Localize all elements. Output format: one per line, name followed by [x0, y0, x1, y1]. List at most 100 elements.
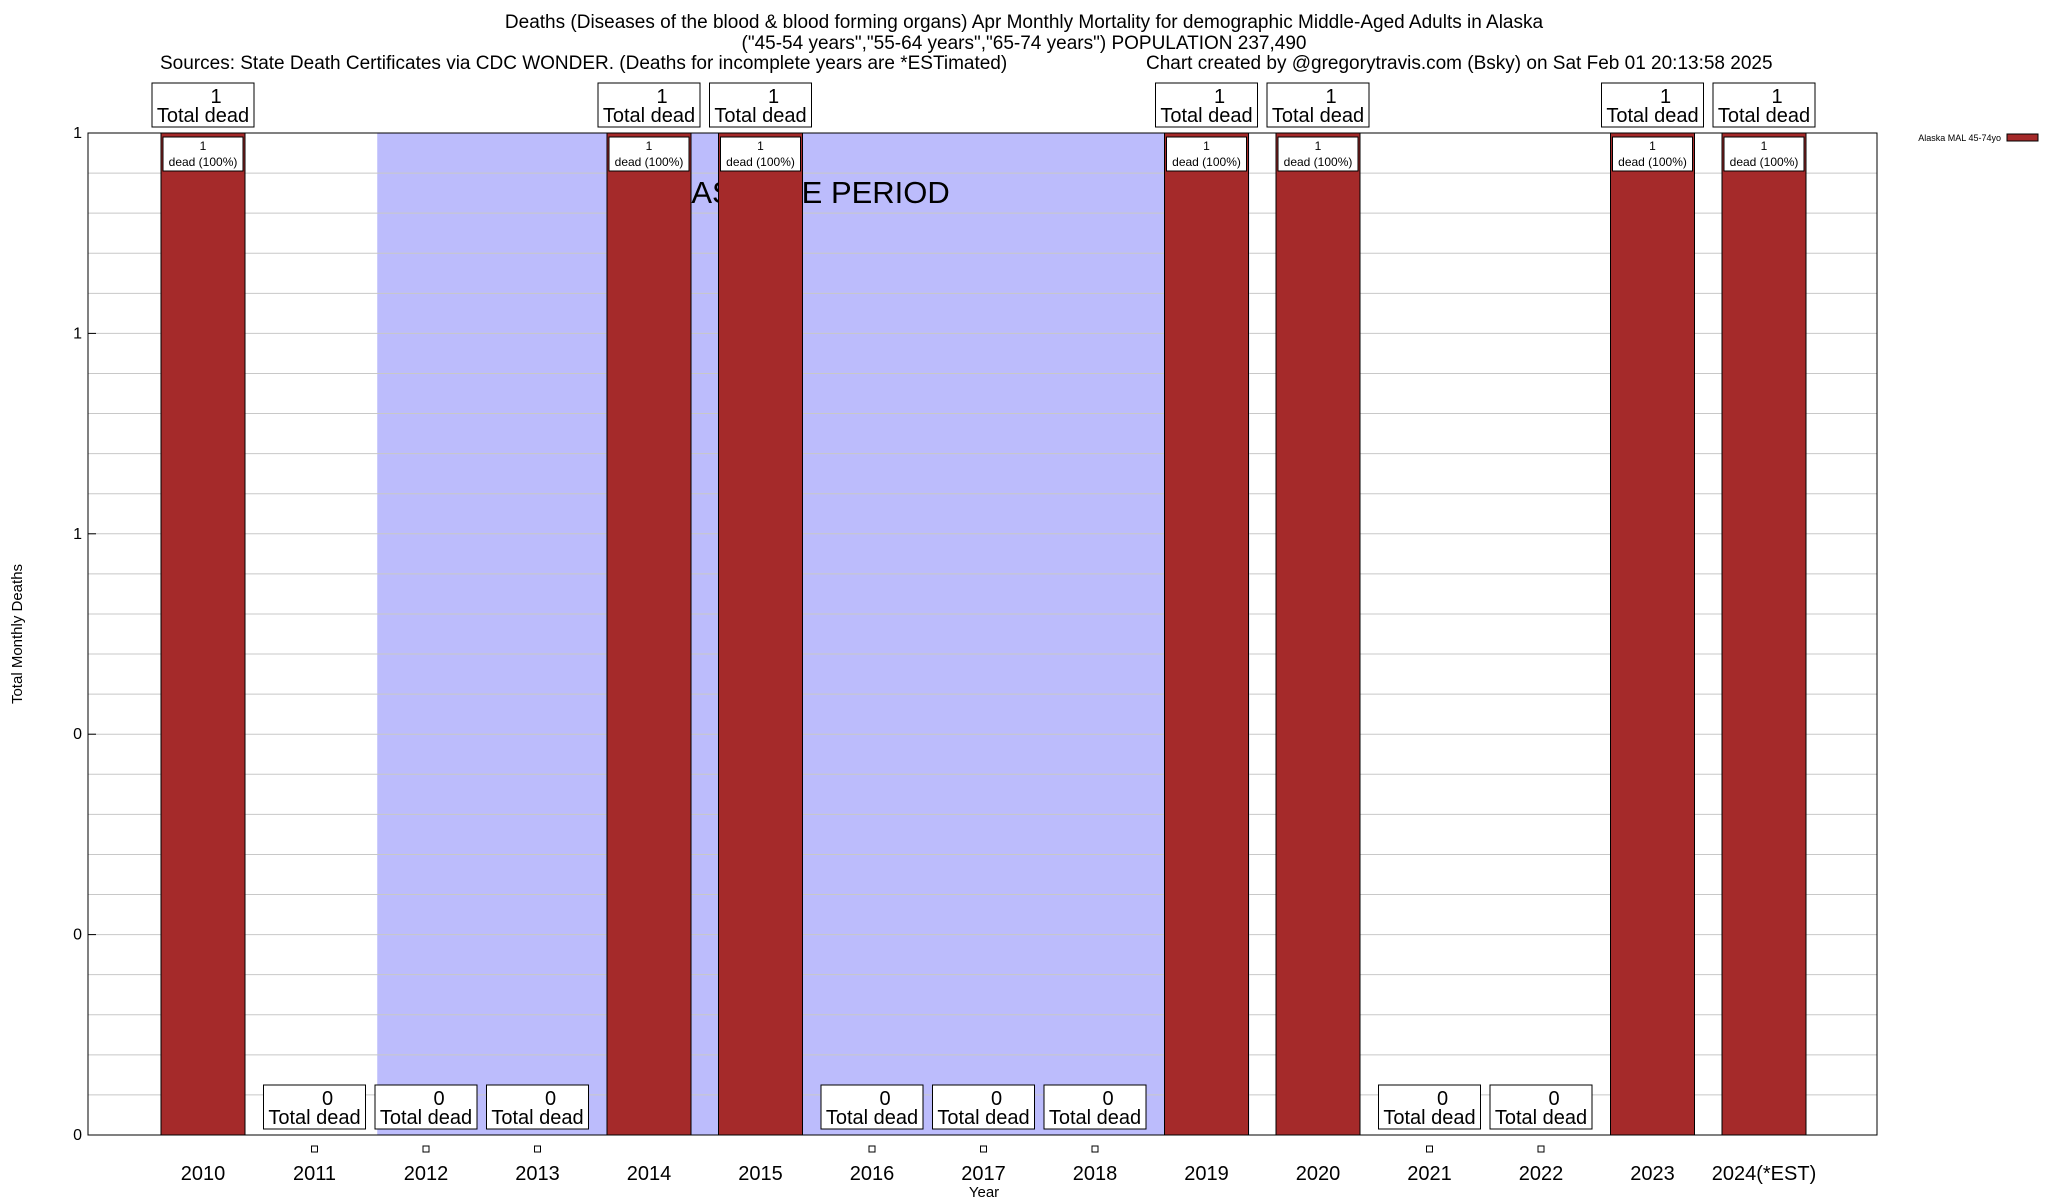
- baseline-period-band: [377, 133, 1250, 1135]
- bar-value-box: [1277, 136, 1359, 172]
- total-value-label: 0: [1548, 1088, 1559, 1110]
- total-value-label: 0: [991, 1088, 1002, 1110]
- y-tick-label: 0: [73, 726, 82, 743]
- bar-pct-label: dead (100%): [615, 155, 684, 169]
- x-tick-label: 2012: [404, 1163, 449, 1185]
- bar-value-label: 1: [1649, 139, 1656, 153]
- bar: [606, 132, 692, 1136]
- bar: [1721, 132, 1807, 1136]
- bar-pct-label: dead (100%): [726, 155, 795, 169]
- y-tick-label: 1: [73, 125, 82, 142]
- total-dead-label: Total dead: [1383, 1107, 1475, 1129]
- bar-pct-label: dead (100%): [1618, 155, 1687, 169]
- bar-pct-label: dead (100%): [1284, 155, 1353, 169]
- plot-frame: [87, 132, 1878, 1136]
- x-tick-label: 2014: [627, 1163, 672, 1185]
- total-label-box: [820, 1084, 924, 1130]
- total-dead-label: Total dead: [714, 105, 806, 127]
- total-label-box: [151, 82, 255, 128]
- bar: [1164, 132, 1249, 1136]
- total-label-box: [709, 82, 812, 128]
- total-dead-label: Total dead: [937, 1107, 1029, 1129]
- chart-credit: Chart created by @gregorytravis.com (Bsk…: [1146, 53, 1773, 74]
- bar-pct-label: dead (100%): [1172, 155, 1241, 169]
- total-value-label: 1: [1325, 86, 1336, 108]
- total-value-label: 1: [768, 86, 779, 108]
- y-tick-label: 0: [73, 1127, 82, 1144]
- bar: [718, 132, 803, 1136]
- total-value-label: 0: [433, 1088, 444, 1110]
- zero-point-marker: [868, 1145, 876, 1153]
- chart-title-line2: ("45-54 years","55-64 years","65-74 year…: [741, 33, 1307, 54]
- chart-sources: Sources: State Death Certificates via CD…: [160, 53, 1008, 74]
- bar: [160, 132, 246, 1136]
- bar-value-box: [720, 136, 801, 172]
- total-value-label: 1: [1214, 86, 1225, 108]
- x-tick-label: 2017: [961, 1163, 1006, 1185]
- total-value-label: 1: [1660, 86, 1671, 108]
- total-dead-label: Total dead: [1272, 105, 1364, 127]
- bar-value-box: [1723, 136, 1805, 172]
- zero-point-marker: [1426, 1145, 1433, 1153]
- total-dead-label: Total dead: [826, 1107, 918, 1129]
- total-value-label: 1: [210, 86, 221, 108]
- x-tick-label: 2024(*EST): [1712, 1163, 1817, 1185]
- y-tick-label: 1: [73, 325, 82, 342]
- x-tick-label: 2013: [515, 1163, 560, 1185]
- total-dead-label: Total dead: [1049, 1107, 1141, 1129]
- total-dead-label: Total dead: [1718, 105, 1810, 127]
- x-tick-label: 2022: [1519, 1163, 1564, 1185]
- total-label-box: [1155, 82, 1258, 128]
- bar-value-box: [162, 136, 244, 172]
- total-label-box: [1712, 82, 1816, 128]
- legend-label: Alaska MAL 45-74yo: [1918, 133, 2001, 143]
- total-value-label: 0: [545, 1088, 556, 1110]
- total-dead-label: Total dead: [380, 1107, 472, 1129]
- total-value-label: 0: [879, 1088, 890, 1110]
- bar-pct-label: dead (100%): [169, 155, 238, 169]
- total-label-box: [932, 1084, 1035, 1130]
- total-dead-label: Total dead: [1495, 1107, 1587, 1129]
- bar-value-label: 1: [1761, 139, 1768, 153]
- total-label-box: [1043, 1084, 1147, 1130]
- bar: [1610, 132, 1695, 1136]
- total-dead-label: Total dead: [603, 105, 695, 127]
- bar-value-label: 1: [757, 139, 764, 153]
- bar: [1275, 132, 1361, 1136]
- zero-point-marker: [1091, 1145, 1099, 1153]
- x-tick-label: 2023: [1630, 1163, 1675, 1185]
- total-label-box: [1601, 82, 1704, 128]
- total-dead-label: Total dead: [157, 105, 249, 127]
- total-label-box: [1266, 82, 1370, 128]
- x-tick-label: 2011: [293, 1163, 336, 1185]
- bar-value-label: 1: [646, 139, 653, 153]
- x-tick-label: 2018: [1073, 1163, 1118, 1185]
- zero-point-marker: [534, 1145, 541, 1153]
- y-tick-label: 1: [73, 526, 82, 543]
- total-dead-label: Total dead: [1160, 105, 1252, 127]
- baseline-period-label: BASELINE PERIOD: [671, 175, 950, 210]
- total-value-label: 1: [656, 86, 667, 108]
- legend-swatch: [2006, 133, 2039, 142]
- x-tick-label: 2016: [850, 1163, 895, 1185]
- total-value-label: 0: [1102, 1088, 1113, 1110]
- x-tick-label: 2021: [1407, 1163, 1452, 1185]
- total-dead-label: Total dead: [1606, 105, 1698, 127]
- bar-value-label: 1: [200, 139, 207, 153]
- x-tick-label: 2015: [738, 1163, 783, 1185]
- x-tick-label: 2020: [1296, 1163, 1341, 1185]
- total-label-box: [597, 82, 701, 128]
- zero-point-marker: [1537, 1145, 1545, 1153]
- total-dead-label: Total dead: [268, 1107, 360, 1129]
- x-axis-title: Year: [969, 1184, 999, 1200]
- total-label-box: [263, 1084, 366, 1130]
- x-tick-label: 2010: [181, 1163, 226, 1185]
- total-label-box: [1489, 1084, 1593, 1130]
- total-label-box: [374, 1084, 478, 1130]
- total-label-box: [1378, 1084, 1481, 1130]
- total-value-label: 1: [1771, 86, 1782, 108]
- bar-value-box: [608, 136, 690, 172]
- zero-point-marker: [311, 1145, 318, 1153]
